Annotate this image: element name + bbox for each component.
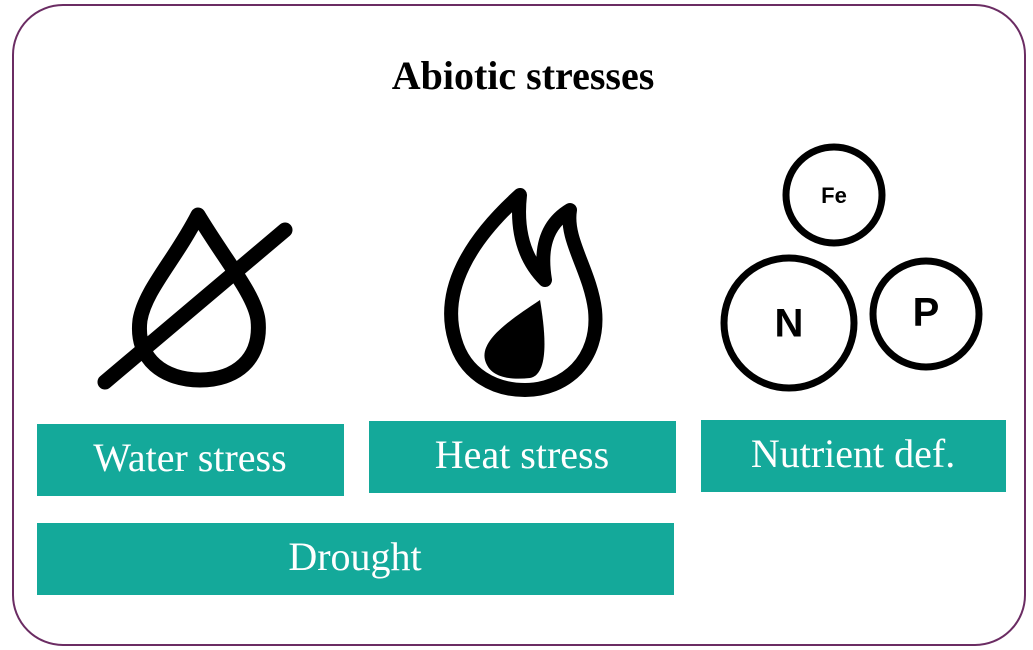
nutrient-label: N [775, 302, 804, 346]
title: Abiotic stresses [392, 53, 655, 98]
combined-box [37, 523, 674, 595]
label-box [701, 420, 1006, 492]
label-box [37, 424, 344, 496]
nutrient-icon [720, 143, 983, 392]
label: Water stress [93, 435, 286, 480]
heat-icon [444, 188, 603, 397]
label-box [369, 421, 676, 493]
nutrient-label: Fe [821, 183, 847, 208]
label: Heat stress [435, 432, 609, 477]
water-icon [97, 207, 293, 390]
combined-label: Drought [288, 534, 421, 579]
label: Nutrient def. [751, 431, 955, 476]
nutrient-label: P [913, 291, 940, 335]
